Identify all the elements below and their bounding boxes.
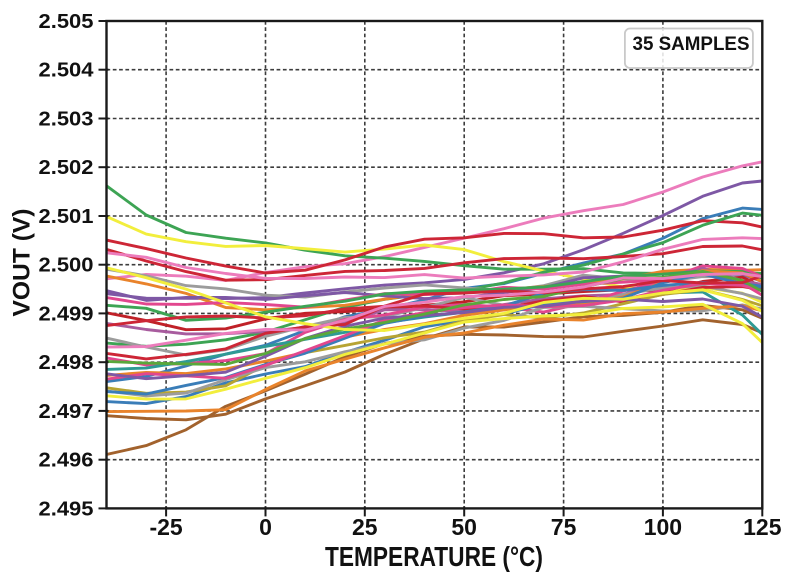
svg-text:2.501: 2.501 xyxy=(39,205,94,228)
svg-text:-25: -25 xyxy=(149,514,182,540)
svg-text:50: 50 xyxy=(451,514,477,540)
svg-text:2.505: 2.505 xyxy=(39,10,94,33)
svg-text:35 SAMPLES: 35 SAMPLES xyxy=(633,33,750,55)
svg-text:75: 75 xyxy=(551,514,577,540)
svg-text:2.497: 2.497 xyxy=(39,400,94,423)
svg-text:25: 25 xyxy=(352,514,378,540)
svg-text:100: 100 xyxy=(644,514,682,540)
svg-text:TEMPERATURE (°C): TEMPERATURE (°C) xyxy=(325,541,543,572)
svg-text:2.502: 2.502 xyxy=(39,156,94,179)
svg-text:VOUT (V): VOUT (V) xyxy=(9,209,36,317)
svg-text:125: 125 xyxy=(743,514,782,540)
svg-text:2.500: 2.500 xyxy=(39,254,94,277)
svg-text:0: 0 xyxy=(259,514,272,540)
svg-text:2.499: 2.499 xyxy=(39,302,94,325)
svg-text:2.498: 2.498 xyxy=(39,351,94,374)
svg-text:2.495: 2.495 xyxy=(39,497,94,520)
svg-text:2.503: 2.503 xyxy=(39,108,94,131)
svg-text:2.496: 2.496 xyxy=(39,449,94,472)
svg-text:2.504: 2.504 xyxy=(39,59,95,82)
